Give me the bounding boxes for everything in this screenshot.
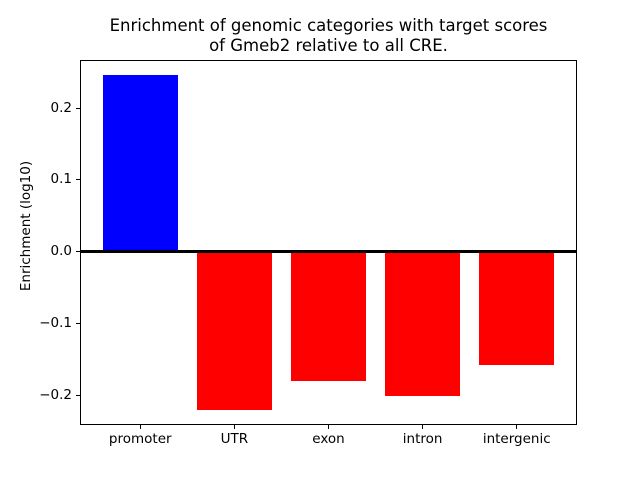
chart-title-line1: Enrichment of genomic categories with ta…	[109, 16, 548, 35]
y-tick-mark	[76, 323, 80, 325]
bar-intron	[384, 251, 461, 396]
y-tick-mark	[76, 107, 80, 109]
bar-intergenic	[479, 251, 555, 366]
y-tick-label: −0.2	[39, 387, 72, 404]
y-tick-label: 0.1	[50, 171, 72, 188]
bar-UTR	[196, 251, 273, 410]
x-tick-mark	[328, 425, 329, 429]
x-tick-label-promoter: promoter	[108, 431, 172, 447]
y-tick-label: 0.0	[50, 243, 72, 260]
y-tick-label: 0.2	[50, 99, 72, 116]
y-tick-mark	[76, 179, 80, 181]
x-tick-label-intergenic: intergenic	[482, 431, 551, 447]
zero-line	[80, 250, 577, 254]
x-tick-mark	[233, 425, 235, 429]
y-tick-label: −0.1	[39, 315, 72, 332]
chart-title: Enrichment of genomic categories with ta…	[80, 16, 577, 55]
bar-promoter	[102, 75, 178, 252]
x-tick-mark	[422, 425, 424, 429]
x-tick-mark	[516, 425, 518, 429]
y-tick-mark	[76, 251, 80, 253]
y-tick-mark	[76, 395, 80, 397]
x-tick-mark	[139, 425, 141, 429]
chart-title-line2: of Gmeb2 relative to all CRE.	[209, 35, 448, 55]
bar-exon	[290, 251, 367, 382]
x-tick-label-UTR: UTR	[220, 431, 249, 447]
x-tick-label-exon: exon	[312, 431, 345, 447]
x-tick-label-intron: intron	[402, 431, 443, 447]
